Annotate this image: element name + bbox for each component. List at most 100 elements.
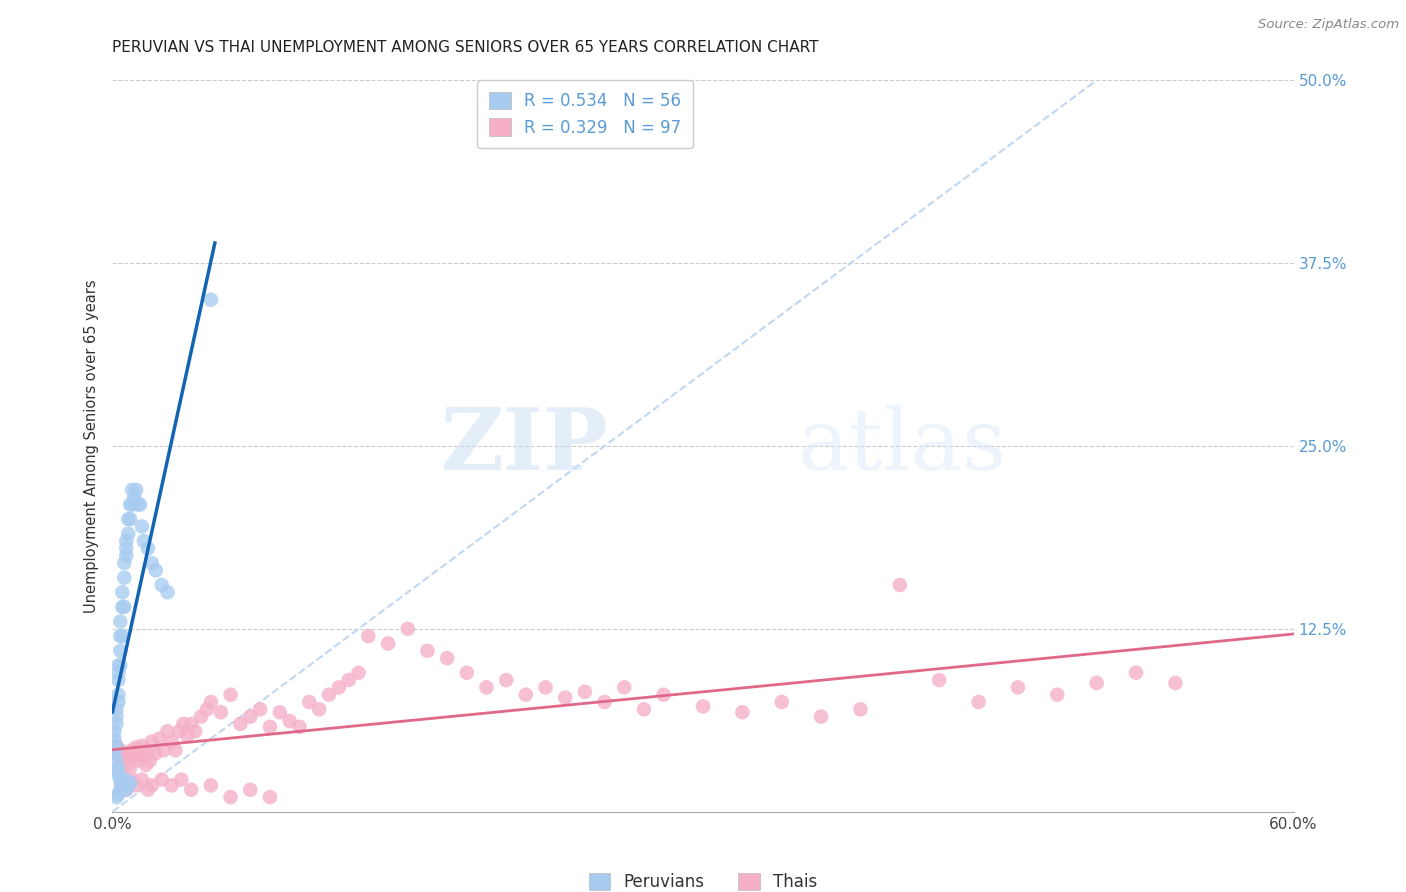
Point	[1164, 676, 1187, 690]
Point	[141, 556, 163, 570]
Point	[200, 293, 222, 307]
Point	[122, 490, 145, 504]
Point	[141, 734, 163, 748]
Y-axis label: Unemployment Among Seniors over 65 years: Unemployment Among Seniors over 65 years	[84, 279, 100, 613]
Point	[515, 688, 537, 702]
Point	[889, 578, 911, 592]
Point	[150, 772, 173, 787]
Point	[115, 534, 138, 549]
Point	[112, 599, 135, 614]
Point	[150, 578, 173, 592]
Point	[172, 717, 194, 731]
Point	[180, 782, 202, 797]
Point	[121, 483, 143, 497]
Point	[731, 705, 754, 719]
Point	[152, 743, 174, 757]
Point	[967, 695, 990, 709]
Point	[554, 690, 576, 705]
Point	[120, 775, 142, 789]
Point	[259, 720, 281, 734]
Point	[107, 665, 129, 680]
Point	[107, 749, 129, 764]
Point	[770, 695, 793, 709]
Point	[105, 754, 128, 768]
Point	[115, 549, 138, 563]
Point	[357, 629, 380, 643]
Point	[145, 563, 167, 577]
Point	[103, 746, 125, 760]
Point	[125, 483, 148, 497]
Point	[135, 758, 157, 772]
Point	[110, 658, 132, 673]
Point	[117, 749, 139, 764]
Point	[107, 768, 129, 782]
Point	[633, 702, 655, 716]
Point	[127, 498, 149, 512]
Text: PERUVIAN VS THAI UNEMPLOYMENT AMONG SENIORS OVER 65 YEARS CORRELATION CHART: PERUVIAN VS THAI UNEMPLOYMENT AMONG SENI…	[112, 40, 818, 55]
Point	[165, 743, 187, 757]
Point	[219, 688, 242, 702]
Point	[111, 775, 134, 789]
Point	[110, 775, 132, 789]
Point	[105, 764, 128, 778]
Point	[115, 782, 138, 797]
Point	[115, 782, 138, 797]
Text: Source: ZipAtlas.com: Source: ZipAtlas.com	[1258, 18, 1399, 31]
Point	[180, 717, 202, 731]
Point	[122, 749, 145, 764]
Point	[107, 761, 129, 775]
Point	[105, 702, 128, 716]
Point	[131, 519, 153, 533]
Point	[111, 629, 134, 643]
Point	[107, 673, 129, 687]
Point	[105, 709, 128, 723]
Point	[436, 651, 458, 665]
Point	[200, 695, 222, 709]
Point	[117, 778, 139, 792]
Point	[111, 585, 134, 599]
Point	[288, 720, 311, 734]
Point	[105, 739, 128, 753]
Point	[347, 665, 370, 680]
Point	[121, 772, 143, 787]
Point	[229, 717, 252, 731]
Point	[115, 541, 138, 556]
Point	[328, 681, 350, 695]
Point	[111, 778, 134, 792]
Point	[613, 681, 636, 695]
Point	[105, 717, 128, 731]
Point	[259, 790, 281, 805]
Point	[249, 702, 271, 716]
Point	[105, 739, 128, 753]
Point	[1125, 665, 1147, 680]
Point	[112, 571, 135, 585]
Point	[112, 772, 135, 787]
Point	[110, 743, 132, 757]
Point	[107, 695, 129, 709]
Point	[534, 681, 557, 695]
Point	[110, 615, 132, 629]
Point	[111, 754, 134, 768]
Point	[110, 644, 132, 658]
Point	[200, 778, 222, 792]
Point	[692, 699, 714, 714]
Point	[160, 778, 183, 792]
Point	[170, 772, 193, 787]
Point	[107, 787, 129, 801]
Point	[1085, 676, 1108, 690]
Point	[928, 673, 950, 687]
Point	[269, 705, 291, 719]
Text: atlas: atlas	[797, 404, 1007, 488]
Point	[136, 541, 159, 556]
Point	[136, 743, 159, 757]
Point	[141, 778, 163, 792]
Point	[112, 556, 135, 570]
Point	[475, 681, 498, 695]
Point	[377, 636, 399, 650]
Point	[115, 758, 138, 772]
Point	[239, 709, 262, 723]
Point	[318, 688, 340, 702]
Point	[416, 644, 439, 658]
Point	[239, 782, 262, 797]
Point	[112, 778, 135, 792]
